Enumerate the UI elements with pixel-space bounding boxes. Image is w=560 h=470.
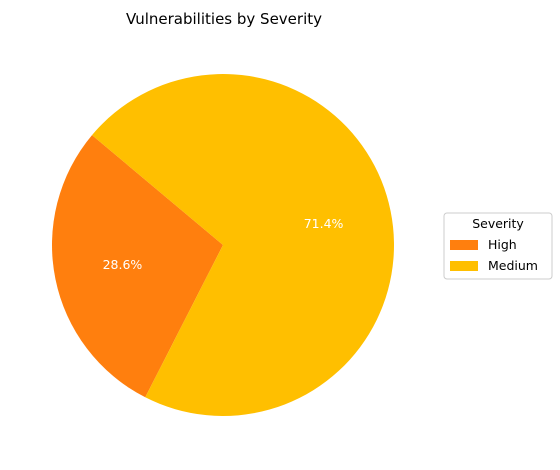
pie-percent-label-high: 28.6% [103,257,143,272]
legend: Severity High Medium [443,212,553,280]
pie-slice-high [51,135,224,398]
legend-label-medium: Medium [488,258,538,273]
legend-swatch-medium [450,261,478,271]
legend-swatch-high [450,240,478,250]
pie-percent-labels: 28.6% 71.4% [103,216,344,272]
legend-label-high: High [488,237,517,252]
legend-items: High Medium [450,237,538,273]
pie-slices [51,74,394,417]
pie-slice-medium [92,74,394,417]
chart-title: Vulnerabilities by Severity [126,10,322,28]
pie-percent-label-medium: 71.4% [304,216,344,231]
legend-title: Severity [472,216,524,231]
